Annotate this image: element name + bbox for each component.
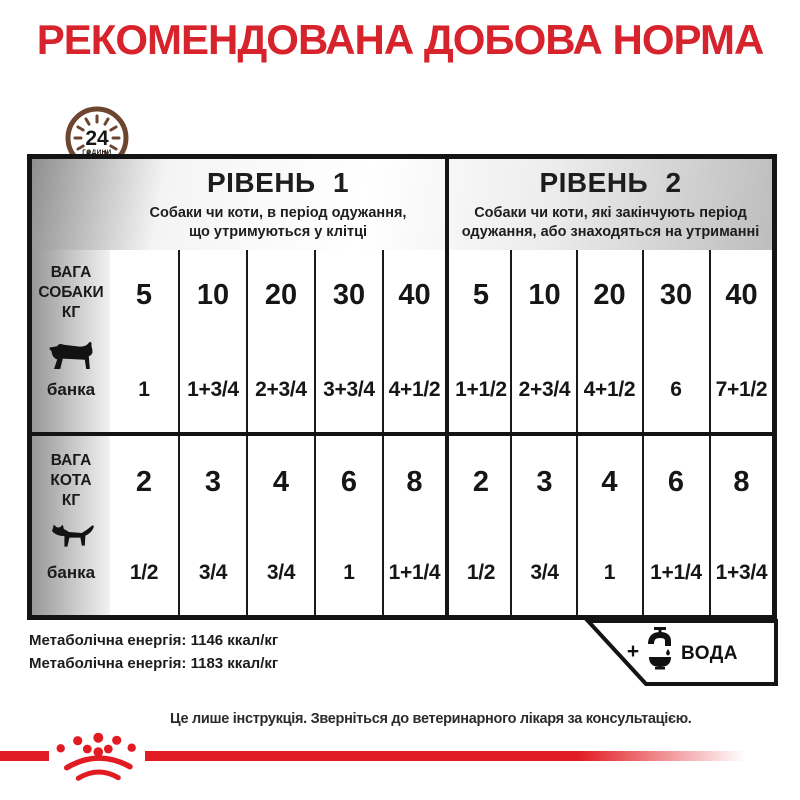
cat-cans-l2: 3/4: [530, 561, 559, 584]
cat-weight-l1: 4: [272, 465, 290, 498]
dog-icon: [49, 340, 93, 370]
cat-cans-l2: 1+1/4: [650, 561, 702, 584]
cat-cans-l1: 3/4: [266, 561, 296, 584]
cat-cans-l2: 1/2: [466, 561, 496, 584]
dog-weight-l2: 30: [659, 278, 693, 311]
dog-cans-label: банка: [46, 380, 96, 399]
brand-stripe-left: [0, 751, 49, 761]
cat-cans-l1: 3/4: [198, 561, 228, 584]
svg-text:24: 24: [85, 127, 109, 150]
crown-logo: [52, 722, 144, 786]
cat-weight-l1: 3: [204, 465, 222, 498]
feeding-table: РІВЕНЬ 1 Собаки чи коти, в період одужан…: [27, 154, 777, 620]
cat-cans-l2: 1+3/4: [715, 561, 768, 584]
dog-cans-l1: 3+3/4: [323, 378, 375, 401]
cat-weight-l2: 2: [472, 465, 490, 498]
cat-cans-l1: 1: [343, 561, 355, 584]
cat-weight-l2: 6: [667, 465, 685, 498]
metabolic-energy-notes: Метаболічна енергія: 1146 ккал/кг Метабо…: [29, 629, 278, 675]
metabolic-energy-note-2: Метаболічна енергія: 1183 ккал/кг: [29, 655, 279, 672]
header-level-1: РІВЕНЬ 1 Собаки чи коти, в період одужан…: [110, 159, 446, 250]
cat-cans-l1: 1/2: [129, 561, 159, 584]
dog-cans-l2: 4+1/2: [583, 378, 636, 401]
dog-cans-l1: 1: [138, 378, 150, 401]
svg-text:ГОДИНИ: ГОДИНИ: [82, 149, 111, 156]
dog-cans-l2: 1+1/2: [455, 378, 507, 401]
cat-weight-l1: 2: [135, 465, 153, 498]
dog-weight-l1: 10: [196, 278, 230, 311]
water-faucet-bowl-icon: [646, 625, 674, 671]
dog-weight-l1: 20: [264, 278, 298, 311]
dog-weight-l2: 20: [593, 278, 626, 311]
level-1-title: РІВЕНЬ 1: [206, 166, 350, 198]
cat-weight-l2: 3: [536, 465, 553, 498]
dog-weight-l2: 10: [528, 278, 561, 311]
dog-cans-l1: 4+1/2: [388, 378, 441, 401]
clock-24h-icon: 24 ГОДИНИ: [64, 105, 130, 171]
dog-cans-l2: 2+3/4: [518, 378, 571, 401]
level-2-subtitle: Собаки чи коти, які закінчують період од…: [461, 204, 760, 240]
plus-sign: +: [626, 640, 640, 663]
cat-weight-l2: 8: [733, 465, 750, 498]
level-2-title: РІВЕНЬ 2: [539, 166, 682, 198]
dog-cans-l2: 6: [670, 378, 682, 401]
dog-weight-l2: 5: [472, 278, 490, 311]
cat-icon: [48, 523, 94, 549]
disclaimer-text: Це лише інструкція. Зверніться до ветери…: [170, 711, 692, 727]
dog-weight-l2: 40: [725, 278, 758, 311]
cat-weight-l1: 6: [340, 465, 358, 498]
dog-weight-l1: 30: [332, 278, 366, 311]
level-divider: [445, 159, 449, 615]
cat-cans-l2: 1: [603, 561, 616, 584]
table-header-band: [32, 159, 772, 250]
dog-cat-section-divider: [32, 432, 772, 436]
cat-cans-l1: 1+1/4: [388, 561, 441, 584]
water-label: ВОДА: [681, 643, 739, 664]
dog-weight-l1: 5: [135, 278, 153, 311]
dog-weight-label: ВАГА СОБАКИ КГ: [38, 264, 104, 321]
dog-weight-l1: 40: [398, 278, 431, 311]
level-1-subtitle: Собаки чи коти, в період одужання, що ут…: [149, 204, 407, 240]
cat-weight-label: ВАГА КОТА КГ: [50, 452, 92, 509]
cat-weight-l2: 4: [601, 465, 618, 498]
dog-cans-l1: 2+3/4: [255, 378, 307, 401]
dog-cans-l2: 7+1/2: [715, 378, 768, 401]
header-level-2: РІВЕНЬ 2 Собаки чи коти, які закінчують …: [449, 159, 772, 250]
brand-stripe-right: [145, 751, 745, 761]
dog-cans-l1: 1+3/4: [187, 378, 239, 401]
cat-weight-l1: 8: [406, 465, 423, 498]
water-callout-box: [583, 619, 779, 687]
page-title: РЕКОМЕНДОВАНА ДОБОВА НОРМА: [36, 16, 765, 63]
cat-cans-label: банка: [46, 563, 96, 582]
metabolic-energy-note-1: Метаболічна енергія: 1146 ккал/кг: [29, 632, 279, 649]
